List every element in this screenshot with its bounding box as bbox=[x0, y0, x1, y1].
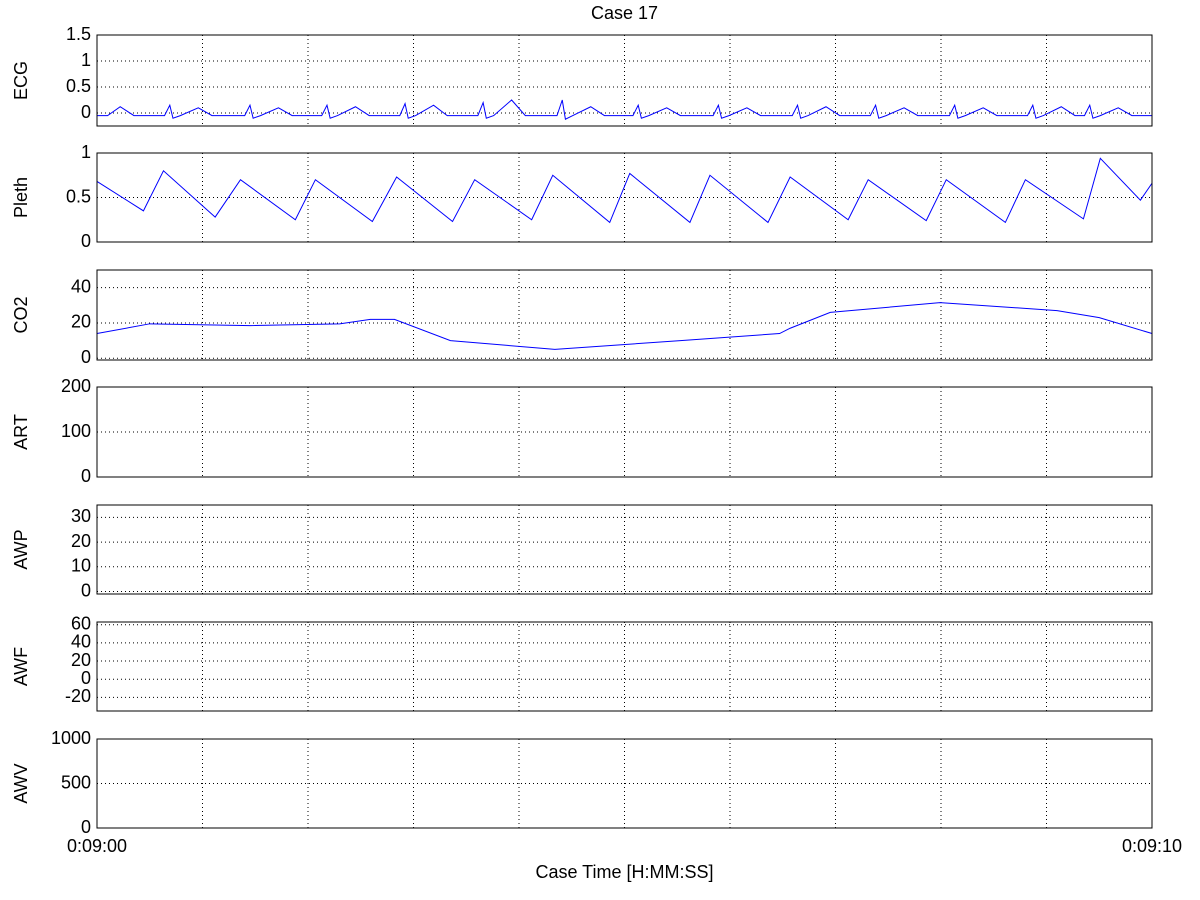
y-tick-label: 0 bbox=[81, 466, 91, 486]
plot-frame bbox=[96, 738, 1153, 829]
y-axis-label: AWV bbox=[11, 763, 31, 803]
x-tick-label: 0:09:00 bbox=[67, 836, 127, 856]
y-tick-label: 0.5 bbox=[66, 76, 91, 96]
y-axis-label: CO2 bbox=[11, 296, 31, 333]
y-tick-label: 1 bbox=[81, 50, 91, 70]
y-tick-label: 500 bbox=[61, 772, 91, 792]
y-tick-label: 30 bbox=[71, 506, 91, 526]
plot-frame bbox=[96, 269, 1153, 361]
y-tick-label: 20 bbox=[71, 531, 91, 551]
y-tick-label: 0 bbox=[81, 231, 91, 251]
y-tick-label: 1 bbox=[81, 142, 91, 162]
plot-frame bbox=[96, 621, 1153, 712]
y-tick-label: 1000 bbox=[51, 728, 91, 748]
y-axis-label: ECG bbox=[11, 61, 31, 100]
y-tick-label: 10 bbox=[71, 556, 91, 576]
y-tick-label: 0 bbox=[81, 580, 91, 600]
plot-frame bbox=[96, 34, 1153, 127]
plot-frame bbox=[96, 152, 1153, 243]
series-line bbox=[96, 157, 1153, 224]
y-tick-label: 40 bbox=[71, 632, 91, 652]
series-line bbox=[96, 302, 1153, 350]
chart-title: Case 17 bbox=[591, 3, 658, 23]
y-tick-label: 60 bbox=[71, 613, 91, 633]
y-tick-label: 1.5 bbox=[66, 24, 91, 44]
y-tick-label: 200 bbox=[61, 376, 91, 396]
plot-frame bbox=[96, 504, 1153, 595]
y-tick-label: 0 bbox=[81, 668, 91, 688]
y-tick-label: -20 bbox=[65, 686, 91, 706]
y-axis-label: AWF bbox=[11, 647, 31, 686]
y-axis-label: Pleth bbox=[11, 177, 31, 218]
y-tick-label: 20 bbox=[71, 312, 91, 332]
y-tick-label: 0 bbox=[81, 817, 91, 837]
series-line bbox=[97, 99, 1152, 120]
y-tick-label: 100 bbox=[61, 421, 91, 441]
y-tick-label: 40 bbox=[71, 276, 91, 296]
y-axis-label: ART bbox=[11, 414, 31, 450]
plot-area bbox=[97, 35, 1152, 126]
y-tick-label: 0 bbox=[81, 102, 91, 122]
y-tick-label: 0 bbox=[81, 347, 91, 367]
y-axis-label: AWP bbox=[11, 529, 31, 569]
x-tick-label: 0:09:10 bbox=[1122, 836, 1182, 856]
y-tick-label: 20 bbox=[71, 650, 91, 670]
plot-frame bbox=[96, 386, 1153, 478]
x-axis-label: Case Time [H:MM:SS] bbox=[535, 862, 713, 882]
y-tick-label: 0.5 bbox=[66, 186, 91, 206]
